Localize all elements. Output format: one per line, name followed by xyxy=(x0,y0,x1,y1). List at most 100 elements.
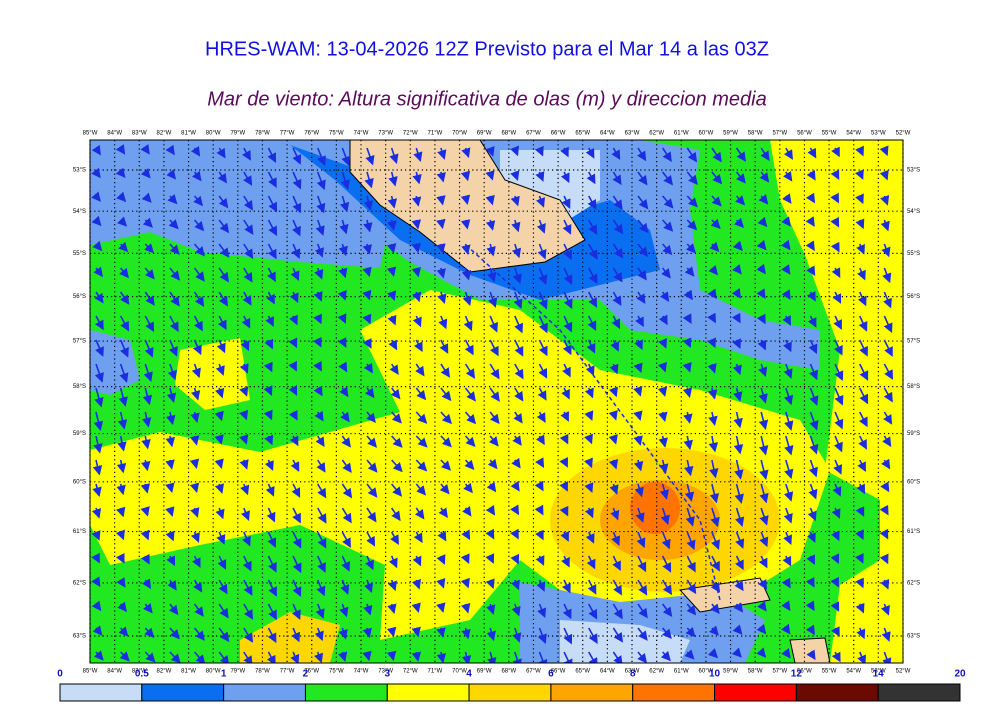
lat-label: 53°S xyxy=(73,168,86,174)
wave-direction-arrow xyxy=(292,531,302,549)
colorbar-segment xyxy=(304,683,388,702)
wave-direction-arrow xyxy=(686,147,698,163)
wave-direction-arrow xyxy=(436,651,447,663)
wave-direction-arrow xyxy=(115,167,126,179)
wave-direction-arrow xyxy=(536,579,546,592)
wave-direction-arrow xyxy=(141,578,152,590)
wave-direction-arrow xyxy=(686,603,697,616)
wave-direction-arrow xyxy=(193,627,205,641)
colorbar-segment xyxy=(877,683,961,702)
wave-direction-arrow xyxy=(732,363,742,376)
wave-direction-arrow xyxy=(460,170,471,182)
wave-direction-arrow xyxy=(608,409,618,421)
wave-direction-arrow xyxy=(536,195,546,208)
wave-direction-arrow xyxy=(809,387,819,406)
wave-direction-arrow xyxy=(267,219,278,237)
wave-direction-arrow xyxy=(806,265,816,277)
wave-direction-arrow xyxy=(93,650,104,661)
wave-direction-arrow xyxy=(637,555,647,573)
wave-direction-arrow xyxy=(882,435,892,447)
wave-direction-arrow xyxy=(538,363,548,379)
lon-label: 57°W xyxy=(772,131,787,137)
wave-direction-arrow xyxy=(782,170,793,182)
wave-direction-arrow xyxy=(315,435,325,448)
wave-direction-arrow xyxy=(144,291,155,306)
wave-direction-arrow xyxy=(218,219,230,234)
wave-direction-arrow xyxy=(588,651,598,663)
wave-direction-arrow xyxy=(189,458,200,469)
wave-direction-arrow xyxy=(119,315,130,332)
wave-direction-arrow xyxy=(437,530,447,542)
wave-direction-arrow xyxy=(411,626,421,638)
colorbar-segment xyxy=(223,683,306,702)
wave-direction-arrow xyxy=(783,363,793,379)
lon-label: 82°W xyxy=(157,131,172,137)
wave-direction-arrow xyxy=(193,603,204,617)
wave-direction-arrow xyxy=(386,650,397,662)
wave-direction-arrow xyxy=(215,387,225,399)
wave-direction-arrow xyxy=(588,267,598,285)
wave-direction-arrow xyxy=(266,507,276,523)
wave-direction-arrow xyxy=(412,315,422,328)
wave-direction-arrow xyxy=(190,507,200,518)
wave-direction-arrow xyxy=(733,411,743,429)
lon-label: 84°W xyxy=(107,131,122,137)
wave-direction-arrow xyxy=(266,651,276,663)
wave-direction-arrow xyxy=(711,171,723,185)
wave-direction-arrow xyxy=(855,577,864,589)
wave-direction-arrow xyxy=(856,243,865,255)
wave-direction-arrow xyxy=(214,458,224,470)
wave-direction-arrow xyxy=(538,651,548,663)
wave-field xyxy=(90,140,903,663)
wave-direction-arrow xyxy=(859,387,869,405)
wave-direction-arrow xyxy=(362,289,372,301)
wave-direction-arrow xyxy=(119,651,130,662)
wave-direction-arrow xyxy=(662,219,674,232)
wave-direction-arrow xyxy=(485,528,495,540)
wave-direction-arrow xyxy=(214,434,224,445)
lon-label: 64°W xyxy=(600,669,615,675)
subtitle: Mar de viento: Altura significativa de o… xyxy=(207,88,767,110)
wave-direction-arrow xyxy=(584,433,593,445)
colorbar-segment xyxy=(468,683,552,702)
wave-direction-arrow xyxy=(883,339,893,357)
wave-direction-arrow xyxy=(658,314,668,326)
wave-direction-arrow xyxy=(611,315,621,330)
wave-direction-arrow xyxy=(92,240,103,252)
wave-direction-arrow xyxy=(585,531,595,544)
colorbar-segment xyxy=(59,683,143,702)
wave-direction-arrow xyxy=(386,626,397,638)
wave-direction-arrow xyxy=(489,411,500,425)
wave-direction-arrow xyxy=(783,387,794,406)
wave-direction-arrow xyxy=(807,147,817,159)
wave-direction-arrow xyxy=(783,339,792,353)
wave-direction-arrow xyxy=(686,219,698,231)
wave-direction-arrow xyxy=(117,216,128,227)
wave-direction-arrow xyxy=(462,291,472,307)
wave-direction-arrow xyxy=(758,411,769,430)
wave-direction-arrow xyxy=(735,195,746,206)
wave-direction-arrow xyxy=(880,194,890,206)
wave-direction-arrow xyxy=(387,219,397,231)
wave-direction-arrow xyxy=(511,457,521,469)
wave-direction-arrow xyxy=(142,217,153,228)
wave-direction-arrow xyxy=(240,507,250,521)
wave-direction-arrow xyxy=(733,602,744,613)
wave-direction-arrow xyxy=(510,504,520,516)
wave-direction-arrow xyxy=(879,169,889,181)
wave-direction-arrow xyxy=(263,361,273,373)
wave-direction-arrow xyxy=(758,363,768,378)
wave-direction-arrow xyxy=(292,219,301,237)
wave-direction-arrow xyxy=(91,530,101,541)
lon-label: 73°W xyxy=(378,131,393,137)
lon-label: 82°W xyxy=(157,669,172,675)
wave-direction-arrow xyxy=(338,627,348,640)
wave-direction-arrow xyxy=(879,504,889,516)
wave-direction-arrow xyxy=(214,483,225,494)
wave-direction-arrow xyxy=(386,243,397,254)
wave-direction-arrow xyxy=(881,243,891,258)
lon-label: 58°W xyxy=(748,131,763,137)
wave-direction-arrow xyxy=(366,531,376,547)
lat-label: 60°S xyxy=(73,479,86,485)
